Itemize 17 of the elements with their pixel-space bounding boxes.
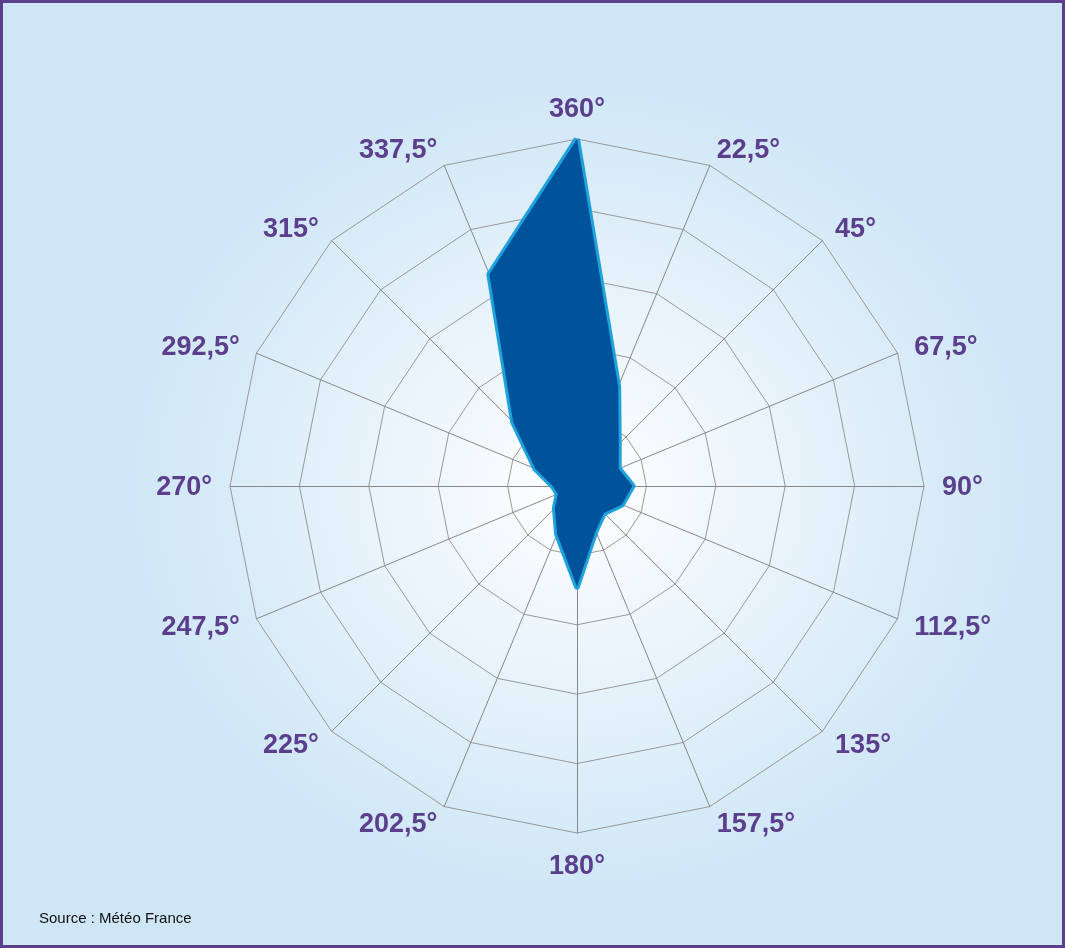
spoke-label: 45° — [835, 212, 876, 243]
spoke-label: 225° — [263, 729, 319, 760]
spoke-label: 90° — [942, 471, 983, 501]
spoke-label: 360° — [549, 92, 605, 123]
spoke-label: 292,5° — [161, 331, 240, 362]
spoke-label: 112,5° — [914, 610, 992, 641]
spoke-label: 22,5° — [716, 133, 781, 164]
spoke-label: 247,5° — [161, 610, 240, 641]
spoke-label: 180° — [549, 849, 605, 880]
spoke-label: 67,5° — [914, 331, 978, 362]
spoke-label: 135° — [835, 729, 891, 760]
source-note: Source : Météo France — [39, 909, 192, 926]
spoke-label: 157,5° — [716, 808, 796, 839]
spoke-label: 337,5° — [358, 133, 438, 164]
spoke-label: 270° — [156, 471, 212, 501]
spoke-label: 315° — [263, 212, 319, 243]
spoke-label: 202,5° — [358, 808, 438, 839]
